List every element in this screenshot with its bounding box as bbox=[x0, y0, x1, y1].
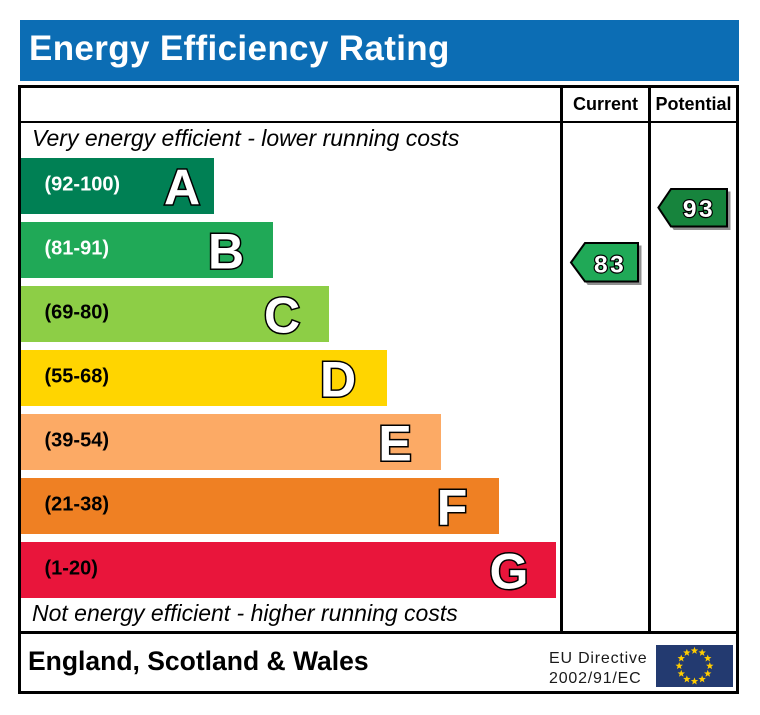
svg-text:A: A bbox=[164, 159, 200, 214]
svg-text:93: 93 bbox=[683, 196, 715, 223]
svg-text:F: F bbox=[437, 479, 468, 534]
svg-text:B: B bbox=[207, 223, 243, 278]
svg-text:C: C bbox=[263, 287, 299, 342]
svg-text:D: D bbox=[319, 351, 355, 406]
svg-text:E: E bbox=[378, 415, 411, 470]
svg-text:G: G bbox=[489, 543, 528, 598]
svg-text:83: 83 bbox=[594, 252, 626, 279]
